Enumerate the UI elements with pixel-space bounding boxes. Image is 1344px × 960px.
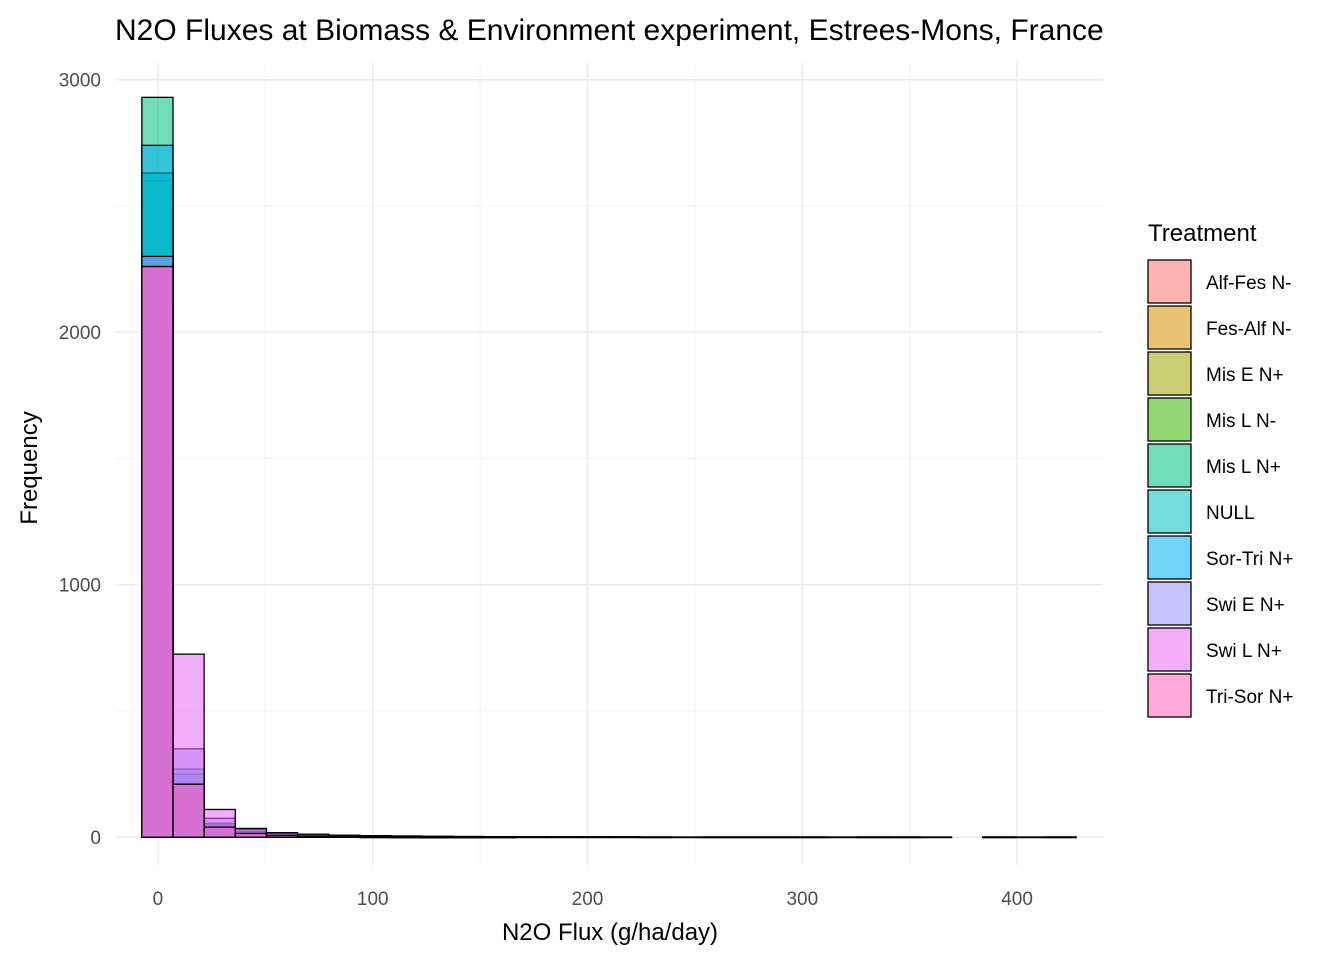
- series-swi-l-n-: [141, 265, 1077, 839]
- histogram-bar: [234, 832, 268, 838]
- histogram-bar: [172, 783, 205, 838]
- legend-item: Mis L N+: [1147, 443, 1281, 488]
- histogram-bar: [639, 836, 672, 839]
- legend-swatch: [1147, 351, 1192, 396]
- x-tick-label: 200: [572, 889, 604, 910]
- histogram-bar: [141, 265, 174, 838]
- histogram-bar: [1013, 836, 1046, 839]
- legend-swatch: [1147, 581, 1192, 626]
- legend-swatch: [1147, 397, 1192, 442]
- histogram-bar: [732, 836, 766, 839]
- x-tick-label: 400: [1001, 889, 1033, 910]
- histogram-bar: [608, 836, 641, 838]
- histogram-bar: [701, 836, 735, 839]
- legend-item: Swi E N+: [1147, 581, 1285, 626]
- x-axis-label: N2O Flux (g/ha/day): [502, 919, 718, 946]
- legend-label: Mis L N+: [1206, 457, 1281, 478]
- legend-label: Swi E N+: [1206, 595, 1285, 616]
- legend-item: Mis E N+: [1147, 351, 1284, 396]
- histogram-bar: [359, 836, 392, 838]
- y-tick-label: 2000: [59, 323, 101, 344]
- y-tick-label: 0: [90, 828, 101, 849]
- legend-item: Alf-Fes N-: [1147, 259, 1292, 304]
- legend-item: Swi L N+: [1147, 627, 1282, 672]
- legend-title: Treatment: [1148, 220, 1257, 247]
- legend-label: Fes-Alf N-: [1206, 319, 1292, 340]
- histogram-bar: [826, 836, 859, 839]
- histogram-bar: [795, 836, 828, 839]
- histogram-bar: [514, 836, 548, 838]
- chart-title: N2O Fluxes at Biomass & Environment expe…: [115, 14, 1104, 47]
- y-tick-label: 1000: [59, 576, 101, 597]
- histogram-bar: [328, 835, 361, 838]
- legend-item: Tri-Sor N+: [1147, 673, 1293, 718]
- legend-swatch: [1147, 535, 1192, 580]
- legend-label: Sor-Tri N+: [1206, 549, 1293, 570]
- grid: [115, 62, 1103, 865]
- histogram-bar: [919, 836, 953, 839]
- histogram-bar: [421, 836, 454, 839]
- legend-item: NULL: [1147, 489, 1255, 534]
- histogram-bar: [670, 836, 704, 839]
- legend-item: Fes-Alf N-: [1147, 305, 1292, 350]
- legend-swatch: [1147, 489, 1192, 534]
- histogram-bar: [296, 835, 330, 838]
- legend-label: Mis L N-: [1206, 411, 1276, 432]
- legend-label: Swi L N+: [1206, 641, 1282, 662]
- y-axis-ticks: 0 1000 2000 3000: [59, 71, 101, 850]
- histogram-bar: [577, 836, 610, 838]
- legend-swatch: [1147, 443, 1192, 488]
- histogram-bar: [546, 836, 579, 838]
- histogram-bar: [982, 836, 1015, 839]
- histogram-bar: [1044, 836, 1077, 839]
- legend-swatch: [1147, 259, 1192, 304]
- legend-label: Mis E N+: [1206, 365, 1284, 386]
- series-swi-e-n-: [141, 255, 1077, 839]
- legend-swatch: [1147, 305, 1192, 350]
- legend-item: Sor-Tri N+: [1147, 535, 1293, 580]
- histogram-bar: [888, 836, 922, 839]
- histogram-bar: [483, 836, 517, 839]
- x-tick-label: 300: [786, 889, 818, 910]
- legend-items: Alf-Fes N- Fes-Alf N- Mis E N+ Mis L N- Mis …: [1147, 259, 1293, 718]
- legend-label: Alf-Fes N-: [1206, 273, 1292, 294]
- y-axis-label: Frequency: [16, 411, 43, 524]
- legend-item: Mis L N-: [1147, 397, 1276, 442]
- histogram-bar: [390, 836, 423, 839]
- histogram-bar: [265, 834, 299, 838]
- legend-swatch: [1147, 673, 1192, 718]
- histogram-bar: [452, 836, 486, 839]
- legend-label: NULL: [1206, 503, 1255, 524]
- histogram-bars: [141, 96, 1077, 839]
- histogram-bar: [764, 836, 797, 839]
- legend-label: Tri-Sor N+: [1206, 687, 1293, 708]
- y-tick-label: 3000: [59, 71, 101, 92]
- x-tick-label: 0: [153, 889, 164, 910]
- histogram-bar: [203, 826, 236, 838]
- x-axis-ticks: 0 100 200 300 400: [153, 889, 1033, 910]
- series-tri-sor-n-: [141, 265, 517, 839]
- legend-swatch: [1147, 627, 1192, 672]
- x-tick-label: 100: [357, 889, 389, 910]
- legend: Treatment Alf-Fes N- Fes-Alf N- Mis E N+ Mi…: [1147, 220, 1293, 718]
- histogram-bar: [857, 836, 890, 839]
